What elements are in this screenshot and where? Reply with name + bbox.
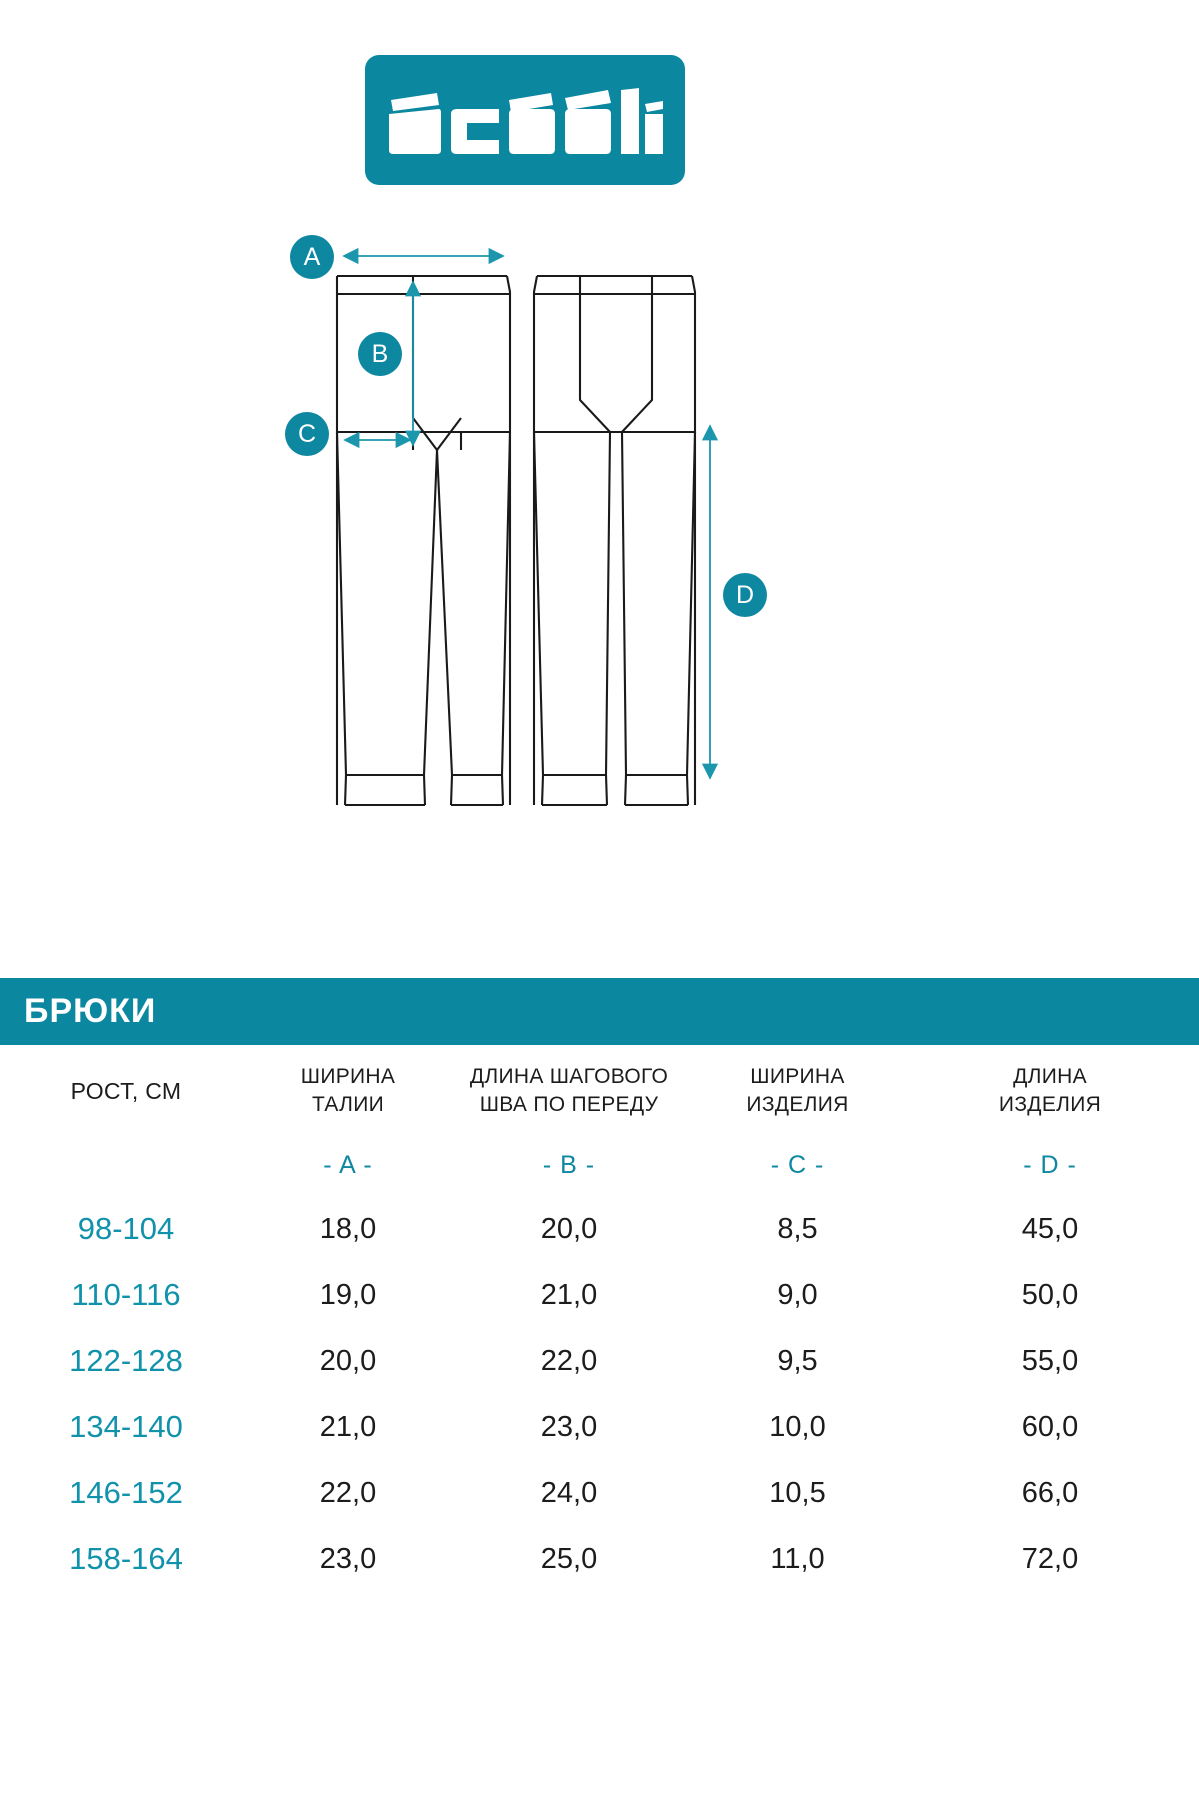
cell-c: 10,0 xyxy=(769,1410,826,1443)
letter-cell-c: - C - xyxy=(770,1150,825,1179)
page-title: БРЮКИ xyxy=(24,992,157,1030)
table-row: 122-128 20,0 22,0 9,5 55,0 xyxy=(0,1328,1199,1394)
cell-size: 122-128 xyxy=(69,1343,183,1378)
cell-c: 11,0 xyxy=(770,1542,825,1575)
cell-a: 20,0 xyxy=(319,1344,377,1377)
marker-label-d: D xyxy=(735,580,755,609)
cell-b: 24,0 xyxy=(540,1476,598,1509)
column-header-height: РОСТ, СМ xyxy=(70,1077,182,1104)
size-table: РОСТ, СМ ШИРИНА ТАЛИИ ДЛИНА ШАГОВОГО ШВА… xyxy=(0,1048,1199,1592)
cell-size: 110-116 xyxy=(71,1277,181,1312)
cell-d: 66,0 xyxy=(1021,1476,1079,1509)
marker-label-c: C xyxy=(297,419,317,448)
cell-size: 98-104 xyxy=(77,1211,175,1246)
cell-d: 45,0 xyxy=(1021,1212,1079,1245)
table-row: 158-164 23,0 25,0 11,0 72,0 xyxy=(0,1526,1199,1592)
cell-a: 19,0 xyxy=(319,1278,377,1311)
letter-cell-a: - A - xyxy=(323,1150,373,1179)
column-header-product-width: ШИРИНА ИЗДЕЛИЯ xyxy=(746,1065,849,1116)
marker-badge-d: D xyxy=(723,573,767,617)
cell-b: 20,0 xyxy=(540,1212,598,1245)
table-row: 110-116 19,0 21,0 9,0 50,0 xyxy=(0,1262,1199,1328)
column-header-front-inseam-length: ДЛИНА ШАГОВОГО ШВА ПО ПЕРЕДУ xyxy=(469,1065,669,1116)
letter-cell-empty xyxy=(0,1134,252,1196)
cell-size: 134-140 xyxy=(69,1409,183,1444)
table-header-row: РОСТ, СМ ШИРИНА ТАЛИИ ДЛИНА ШАГОВОГО ШВА… xyxy=(0,1048,1199,1134)
cell-c: 9,5 xyxy=(777,1344,818,1377)
cell-a: 22,0 xyxy=(319,1476,377,1509)
pants-technical-drawing xyxy=(335,247,719,807)
marker-label-a: A xyxy=(303,242,321,271)
brand-logo xyxy=(365,55,685,185)
cell-d: 60,0 xyxy=(1021,1410,1079,1443)
table-row: 134-140 21,0 23,0 10,0 60,0 xyxy=(0,1394,1199,1460)
table-title-bar: БРЮКИ xyxy=(0,978,1199,1045)
cell-b: 25,0 xyxy=(540,1542,598,1575)
cell-b: 22,0 xyxy=(540,1344,598,1377)
cell-b: 23,0 xyxy=(540,1410,598,1443)
cell-b: 21,0 xyxy=(540,1278,598,1311)
cell-d: 72,0 xyxy=(1021,1542,1079,1575)
cell-a: 23,0 xyxy=(319,1542,377,1575)
table-row: 146-152 22,0 24,0 10,5 66,0 xyxy=(0,1460,1199,1526)
marker-label-b: B xyxy=(371,339,389,368)
pants-back-view xyxy=(532,274,697,807)
cell-size: 146-152 xyxy=(69,1475,183,1510)
cell-a: 18,0 xyxy=(319,1212,377,1245)
column-header-waist-width: ШИРИНА ТАЛИИ xyxy=(300,1065,396,1116)
cell-size: 158-164 xyxy=(69,1541,183,1576)
table-letter-row: - A - - B - - C - - D - xyxy=(0,1134,1199,1196)
letter-cell-b: - B - xyxy=(542,1150,596,1179)
cell-a: 21,0 xyxy=(319,1410,377,1443)
cell-d: 50,0 xyxy=(1021,1278,1079,1311)
marker-badge-a: A xyxy=(290,235,334,279)
marker-badge-c: C xyxy=(285,412,329,456)
marker-badge-b: B xyxy=(358,332,402,376)
cell-d: 55,0 xyxy=(1021,1344,1079,1377)
table-row: 98-104 18,0 20,0 8,5 45,0 xyxy=(0,1196,1199,1262)
column-header-product-length: ДЛИНА ИЗДЕЛИЯ xyxy=(998,1065,1102,1116)
cell-c: 8,5 xyxy=(777,1212,818,1245)
letter-cell-d: - D - xyxy=(1023,1150,1077,1179)
acoola-wordmark-icon xyxy=(389,88,663,154)
dimension-lines xyxy=(342,247,719,780)
cell-c: 10,5 xyxy=(769,1476,826,1509)
cell-c: 9,0 xyxy=(777,1278,818,1311)
